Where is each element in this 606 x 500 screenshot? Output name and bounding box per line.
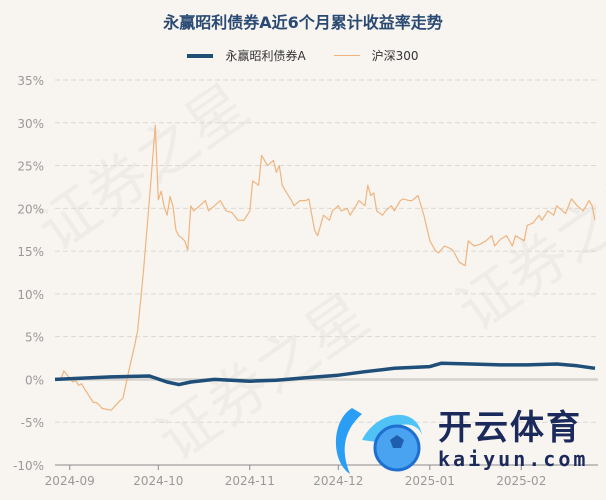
chart-title: 永赢昭利债券A近6个月累计收益率走势	[163, 13, 443, 32]
kaiyun-logo: 开云体育 kaiyun.com	[322, 400, 588, 480]
x-tick-label: 2024-10	[133, 474, 183, 488]
legend-item-fund[interactable]: 永赢昭利债券A	[187, 47, 306, 64]
legend-label: 永赢昭利债券A	[225, 49, 306, 63]
x-tick-label: 2024-09	[45, 474, 95, 488]
y-tick-label: 25%	[17, 160, 44, 174]
x-tick-label: 2025-02	[496, 474, 546, 488]
x-tick-label: 2025-01	[405, 474, 455, 488]
y-tick-label: 35%	[17, 74, 44, 88]
x-tick-label: 2024-11	[225, 474, 275, 488]
y-tick-label: -10%	[13, 459, 44, 473]
y-tick-label: 20%	[17, 202, 44, 216]
logo-text-cn: 开云体育	[438, 408, 582, 448]
x-tick-label: 2024-12	[313, 474, 363, 488]
y-tick-label: 30%	[17, 117, 44, 131]
fund-series-line	[54, 361, 596, 387]
legend-label: 沪深300	[371, 49, 419, 63]
y-tick-label: 5%	[25, 331, 44, 345]
y-tick-label: 15%	[17, 245, 44, 259]
y-tick-label: 0%	[25, 373, 44, 387]
y-tick-label: 10%	[17, 288, 44, 302]
index-series-line	[54, 124, 596, 411]
kaiyun-k-ball-icon	[335, 408, 422, 474]
y-tick-label: -5%	[21, 416, 44, 430]
legend-swatch	[333, 55, 360, 56]
logo-text-en: kaiyun.com	[438, 447, 589, 471]
legend-swatch	[187, 53, 214, 58]
legend-item-index[interactable]: 沪深300	[333, 47, 419, 64]
legend: 永赢昭利债券A 沪深300	[0, 47, 606, 64]
